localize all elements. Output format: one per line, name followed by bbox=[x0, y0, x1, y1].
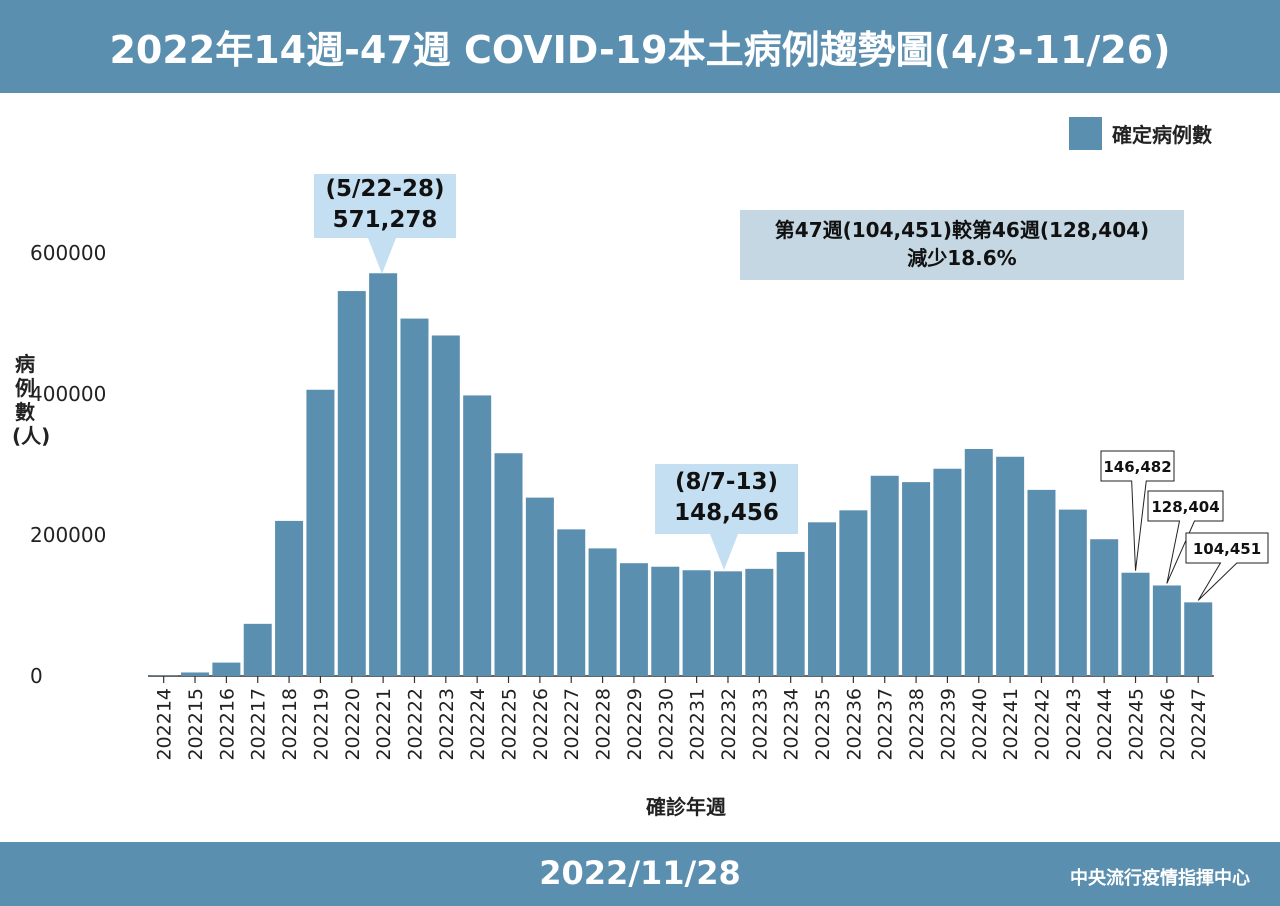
bar-202238 bbox=[902, 482, 931, 676]
x-tick-label: 202238 bbox=[906, 688, 928, 761]
x-tick-label: 202242 bbox=[1031, 688, 1053, 761]
data-label-202247: 104,451 bbox=[1193, 540, 1261, 558]
data-label-box-202247 bbox=[1185, 532, 1269, 601]
bar-202244 bbox=[1090, 539, 1119, 676]
trough-callout-period: (8/7-13) bbox=[675, 469, 778, 495]
x-tick-label: 202226 bbox=[530, 688, 552, 761]
bar-202241 bbox=[996, 456, 1025, 676]
x-tick-label: 202221 bbox=[373, 688, 395, 761]
peak-callout-pointer bbox=[368, 238, 396, 274]
bar-202240 bbox=[964, 448, 993, 676]
bar-202227 bbox=[557, 529, 586, 676]
footer-organization: 中央流行疫情指揮中心 bbox=[1070, 868, 1250, 889]
bar-202221 bbox=[369, 273, 398, 676]
bar-202243 bbox=[1058, 509, 1087, 676]
x-tick-label: 202235 bbox=[812, 688, 834, 761]
bar-202234 bbox=[776, 551, 805, 676]
bar-202228 bbox=[588, 548, 617, 676]
x-tick-label: 202243 bbox=[1063, 688, 1085, 761]
bar-202224 bbox=[463, 395, 492, 676]
x-tick-label: 202216 bbox=[216, 688, 238, 761]
bar-202235 bbox=[808, 522, 837, 676]
bar-202225 bbox=[494, 453, 523, 676]
x-tick-label: 202219 bbox=[310, 688, 332, 761]
data-label-202245: 146,482 bbox=[1103, 458, 1171, 476]
weekly-change-note: 第47週(104,451)較第46週(128,404) 減少18.6% bbox=[740, 210, 1184, 280]
data-label-202246: 128,404 bbox=[1151, 498, 1219, 516]
footer: 2022/11/28 中央流行疫情指揮中心 bbox=[0, 842, 1280, 906]
x-tick-label: 202222 bbox=[404, 688, 426, 761]
x-tick-label: 202223 bbox=[436, 688, 458, 761]
x-tick-label: 202245 bbox=[1126, 688, 1148, 761]
x-tick-label: 202227 bbox=[561, 688, 583, 761]
y-tick-label: 400000 bbox=[30, 382, 106, 406]
legend-label: 確定病例數 bbox=[1112, 123, 1212, 147]
x-tick-label: 202239 bbox=[937, 688, 959, 761]
peak-callout-period: (5/22-28) bbox=[325, 176, 445, 202]
bar-202246 bbox=[1152, 585, 1181, 676]
x-tick-label: 202228 bbox=[593, 688, 615, 761]
y-tick-label: 200000 bbox=[30, 523, 106, 547]
bar-202218 bbox=[275, 520, 304, 676]
x-tick-label: 202229 bbox=[624, 688, 646, 761]
x-tick-label: 202240 bbox=[969, 688, 991, 761]
bar-202242 bbox=[1027, 489, 1056, 676]
y-tick-label: 600000 bbox=[30, 241, 106, 265]
weekly-change-line1: 第47週(104,451)較第46週(128,404) bbox=[774, 218, 1150, 242]
x-tick-label: 202220 bbox=[342, 688, 364, 761]
x-tick-label: 202233 bbox=[749, 688, 771, 761]
bar-202216 bbox=[212, 662, 241, 676]
bar-202219 bbox=[306, 389, 335, 676]
data-label-box-202245 bbox=[1100, 450, 1175, 571]
bar-202217 bbox=[243, 623, 272, 676]
x-tick-label: 202231 bbox=[687, 688, 709, 761]
bar-202233 bbox=[745, 568, 774, 676]
x-tick-label: 202237 bbox=[875, 688, 897, 761]
bar-202220 bbox=[337, 291, 366, 676]
bar-202230 bbox=[651, 566, 680, 676]
x-tick-label: 202241 bbox=[1000, 688, 1022, 761]
bar-202222 bbox=[400, 318, 429, 676]
y-tick-label: 0 bbox=[30, 664, 43, 688]
bar-202236 bbox=[839, 510, 868, 676]
page-title: 2022年14週-47週 COVID-19本土病例趨勢圖(4/3-11/26) bbox=[0, 0, 1280, 93]
x-axis-label: 確診年週 bbox=[646, 795, 726, 819]
bar-202239 bbox=[933, 468, 962, 676]
x-tick-label: 202247 bbox=[1188, 688, 1210, 761]
x-tick-label: 202234 bbox=[781, 688, 803, 761]
weekly-change-line2: 減少18.6% bbox=[907, 246, 1017, 270]
x-tick-label: 202246 bbox=[1157, 688, 1179, 761]
footer-date: 2022/11/28 bbox=[539, 854, 741, 892]
bar-202237 bbox=[870, 475, 899, 676]
x-tick-label: 202224 bbox=[467, 688, 489, 761]
trough-callout-value: 148,456 bbox=[674, 500, 779, 526]
x-tick-label: 202236 bbox=[843, 688, 865, 761]
bar-202245 bbox=[1121, 572, 1150, 676]
bar-202232 bbox=[713, 571, 742, 676]
bar-chart: 0 200000 400000 600000 202214 202215 202216 202… bbox=[30, 241, 1269, 761]
bar-202226 bbox=[525, 497, 554, 676]
bar-202229 bbox=[619, 563, 648, 676]
peak-callout-value: 571,278 bbox=[332, 207, 438, 233]
bar-202223 bbox=[431, 335, 460, 676]
x-tick-label: 202230 bbox=[655, 688, 677, 761]
x-tick-label: 202218 bbox=[279, 688, 301, 761]
legend-swatch bbox=[1069, 117, 1102, 150]
peak-callout: (5/22-28) 571,278 bbox=[314, 174, 456, 274]
x-tick-label: 202217 bbox=[248, 688, 270, 761]
x-tick-label: 202232 bbox=[718, 688, 740, 761]
bar-202231 bbox=[682, 570, 711, 676]
y-axis-label: 病例數(人) bbox=[12, 352, 51, 448]
legend: 確定病例數 bbox=[1069, 117, 1212, 150]
x-tick-label: 202214 bbox=[154, 688, 176, 761]
bar-202215 bbox=[181, 672, 210, 676]
x-tick-label: 202215 bbox=[185, 688, 207, 761]
bar-202247 bbox=[1184, 602, 1213, 676]
trough-callout: (8/7-13) 148,456 bbox=[655, 464, 798, 570]
x-tick-label: 202244 bbox=[1094, 688, 1116, 761]
x-tick-label: 202225 bbox=[499, 688, 521, 761]
trough-callout-pointer bbox=[710, 534, 738, 570]
